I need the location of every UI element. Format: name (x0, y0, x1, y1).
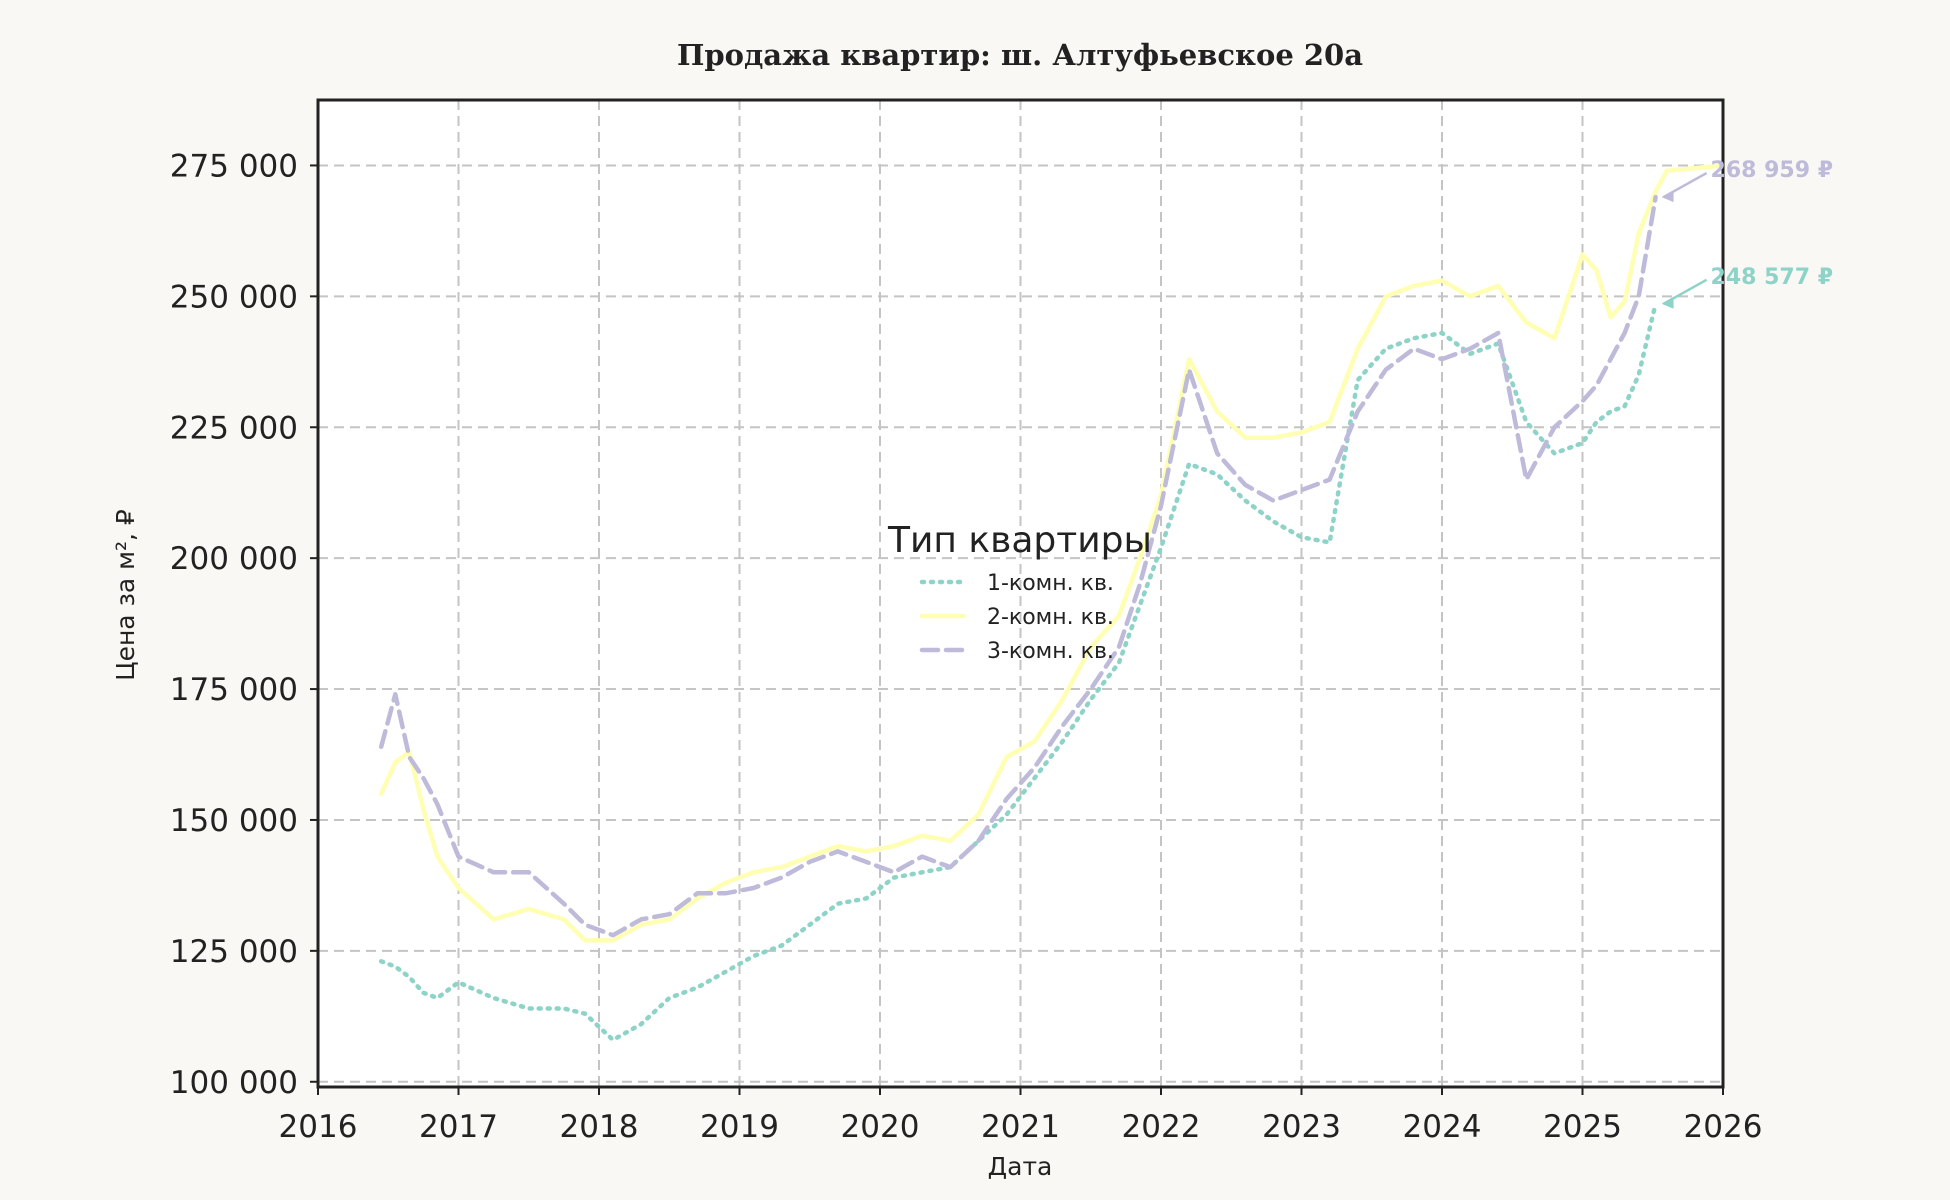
y-tick-label: 250 000 (170, 279, 298, 315)
y-tick-label: 200 000 (170, 541, 298, 577)
x-tick-label: 2024 (1403, 1109, 1482, 1145)
legend-label: 1-комн. кв. (987, 571, 1114, 596)
x-tick-label: 2026 (1684, 1109, 1763, 1145)
end-value-label: 248 577 ₽ (1711, 265, 1833, 290)
y-tick-label: 100 000 (170, 1065, 298, 1101)
y-tick-label: 125 000 (170, 934, 298, 970)
x-tick-label: 2019 (700, 1109, 779, 1145)
x-tick-label: 2016 (279, 1109, 358, 1145)
y-tick-label: 275 000 (170, 148, 298, 184)
series-line-3 (378, 194, 1658, 938)
y-tick-label: 175 000 (170, 672, 298, 708)
y-axis: 100 000 125 000 150 000 175 000 200 000 225 0… (170, 148, 318, 1101)
y-tick-label: 225 000 (170, 410, 298, 446)
end-label-arrowhead (1661, 296, 1674, 309)
x-tick-label: 2017 (419, 1109, 498, 1145)
x-tick-label: 2020 (841, 1109, 920, 1145)
x-axis: 2016 2017 2018 2019 2020 2021 2022 2023 2024 2025… (279, 1087, 1763, 1145)
x-axis-label: Дата (988, 1152, 1053, 1181)
series-line-1 (378, 301, 1658, 1043)
x-tick-label: 2023 (1262, 1109, 1341, 1145)
chart-title: Продажа квартир: ш. Алтуфьевское 20а (677, 38, 1363, 72)
x-tick-label: 2025 (1543, 1109, 1622, 1145)
end-labels: 248 577 ₽ 268 959 ₽ (1661, 158, 1833, 309)
end-label-arrowhead (1661, 190, 1674, 203)
legend-label: 2-комн. кв. (987, 605, 1114, 630)
y-axis-label: Цена за м², ₽ (111, 509, 140, 681)
x-tick-label: 2018 (560, 1109, 639, 1145)
end-value-label: 268 959 ₽ (1711, 158, 1833, 183)
x-tick-label: 2022 (1122, 1109, 1201, 1145)
y-tick-label: 150 000 (170, 803, 298, 839)
legend-items: 1-комн. кв. 2-комн. кв. 3-комн. кв. (919, 571, 1114, 664)
x-tick-label: 2021 (981, 1109, 1060, 1145)
series-layer (378, 163, 1726, 1043)
legend-title: Тип квартиры (887, 520, 1152, 561)
legend-label: 3-комн. кв. (987, 639, 1114, 664)
legend: Тип квартиры 1-комн. кв. 2-комн. кв. 3-ком… (887, 520, 1152, 664)
series-line-2 (378, 163, 1726, 943)
